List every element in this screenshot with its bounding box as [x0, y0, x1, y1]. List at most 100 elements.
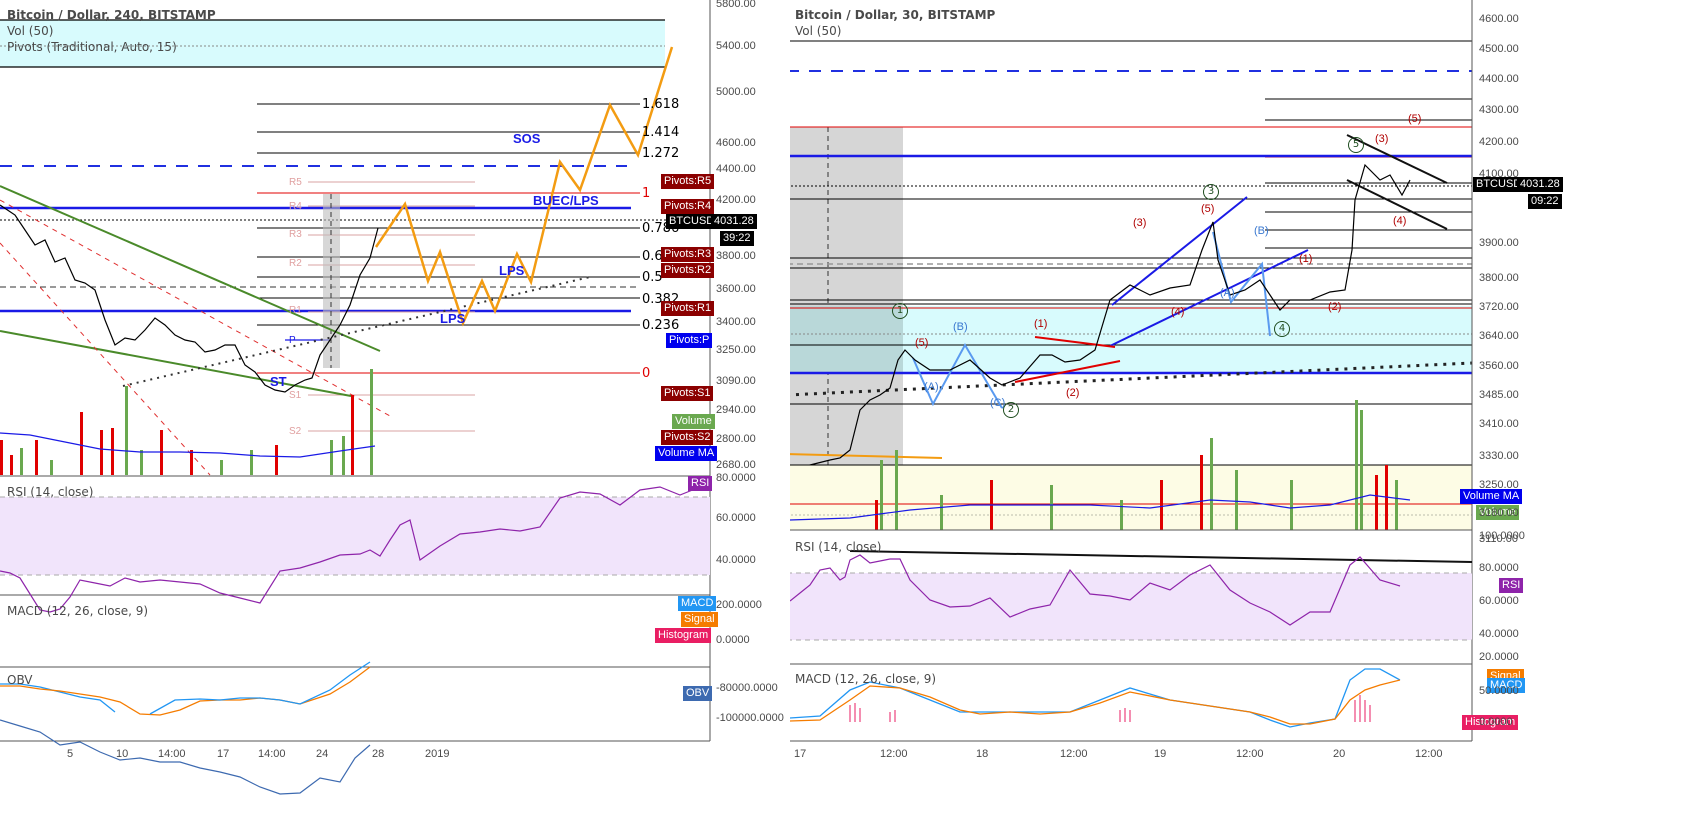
time-axis-label: 24 — [316, 748, 329, 760]
price-axis-label: 3900.00 — [1479, 237, 1519, 249]
pivot-label-r4: R4 — [289, 201, 302, 212]
tag-rsi: RSI — [688, 476, 713, 491]
wave-circle-5: 5 — [1348, 137, 1364, 153]
fib-level-0236: 0.236 — [642, 318, 680, 333]
rsi-axis-label: 80.0000 — [1479, 562, 1519, 574]
price-axis-label: 3720.00 — [1479, 301, 1519, 313]
macd-axis-label: 50.0000 — [1479, 685, 1519, 697]
wave-label-red: (1) — [1299, 253, 1313, 265]
wave-circle-2: 2 — [1003, 402, 1019, 418]
price-axis-label: 3180.00 — [1479, 507, 1519, 519]
price-axis-label: 3110.00 — [1479, 533, 1518, 545]
time-axis-label: 20 — [1333, 748, 1346, 760]
annotation-sos: SOS — [513, 131, 541, 146]
tag-btcusd-symbol: BTCUSD — [1473, 177, 1525, 192]
time-axis-label: 18 — [976, 748, 989, 760]
tag-pivots-r3: Pivots:R3 — [661, 247, 715, 262]
wave-label-blue: (A) — [1220, 287, 1235, 299]
pivot-label-r3: R3 — [289, 229, 302, 240]
wave-label-red: (5) — [1201, 203, 1215, 215]
price-axis-label: 5000.00 — [716, 86, 756, 98]
price-axis-label: 2940.00 — [716, 404, 756, 416]
wave-label-blue: (B) — [953, 321, 968, 333]
tag-signal: Signal — [1487, 669, 1524, 678]
left-macd-label[interactable]: MACD (12, 26, close, 9) — [7, 604, 149, 618]
right-vol-indicator-label[interactable]: Vol (50) — [795, 24, 842, 38]
fib-level-1272: 1.272 — [642, 146, 680, 161]
price-axis-label: 3330.00 — [1479, 450, 1519, 462]
time-axis-label: 17 — [794, 748, 807, 760]
tag-pivots-p: Pivots:P — [666, 333, 713, 348]
price-axis-label: 4400.00 — [1479, 73, 1519, 85]
price-axis-label: 3400.00 — [716, 316, 756, 328]
left-chart-panel[interactable]: Bitcoin / Dollar, 240, BITSTAMP Vol (50)… — [0, 0, 790, 822]
tag-pivots-s2: Pivots:S2 — [661, 430, 714, 445]
fib-level-1618: 1.618 — [642, 97, 680, 112]
wave-label-red: (2) — [1066, 387, 1080, 399]
wave-circle-1: 1 — [892, 303, 908, 319]
rsi-axis-label: 60.0000 — [716, 512, 756, 524]
tag-volume-ma: Volume MA — [655, 446, 718, 461]
macd-axis-label: 0.0000 — [1479, 716, 1513, 728]
rsi-axis-label: 60.0000 — [1479, 595, 1519, 607]
time-axis-label: 12:00 — [1415, 748, 1443, 760]
price-axis-label: 4200.00 — [1479, 136, 1519, 148]
price-axis-label: 3800.00 — [1479, 272, 1519, 284]
tag-volume: Volume — [672, 414, 715, 429]
time-axis-label: 12:00 — [1236, 748, 1264, 760]
time-axis-label: 17 — [217, 748, 230, 760]
time-axis-label: 28 — [372, 748, 385, 760]
fib-level-1414: 1.414 — [642, 125, 680, 140]
wave-circle-4: 4 — [1274, 321, 1290, 337]
annotation-lps-lower: LPS — [440, 311, 466, 326]
wave-label-red: (2) — [1328, 301, 1342, 313]
right-chart-canvas[interactable] — [790, 0, 1689, 822]
tag-btcusd-price: 4031.28 — [711, 214, 757, 229]
right-rsi-label[interactable]: RSI (14, close) — [795, 540, 882, 554]
wave-label-red: (4) — [1393, 215, 1407, 227]
time-axis-label: 14:00 — [158, 748, 186, 760]
price-axis-label: 3640.00 — [1479, 330, 1519, 342]
right-chart-title: Bitcoin / Dollar, 30, BITSTAMP — [795, 8, 996, 22]
right-macd-label[interactable]: MACD (12, 26, close, 9) — [795, 672, 937, 686]
wave-label-red: (4) — [1171, 306, 1185, 318]
price-axis-label: 4600.00 — [716, 137, 756, 149]
price-axis-label: 4200.00 — [716, 194, 756, 206]
obv-axis-label: -80000.0000 — [716, 682, 778, 694]
price-axis-label: 3250.00 — [716, 344, 756, 356]
rsi-axis-label: 40.0000 — [716, 554, 756, 566]
time-axis-label: 2019 — [425, 748, 450, 760]
left-chart-canvas[interactable] — [0, 0, 790, 822]
left-vol-indicator-label[interactable]: Vol (50) — [7, 24, 54, 38]
pivot-label-s1: S1 — [289, 390, 302, 401]
tag-histogram: Histogram — [1462, 715, 1519, 730]
wave-label-red: (5) — [915, 337, 929, 349]
price-axis-label: 3560.00 — [1479, 360, 1519, 372]
pivot-label-r5: R5 — [289, 177, 302, 188]
tag-btcusd-price: 4031.28 — [1517, 177, 1563, 192]
price-axis-label: 3485.00 — [1479, 389, 1519, 401]
left-obv-label[interactable]: OBV — [7, 673, 33, 687]
right-chart-panel[interactable]: Bitcoin / Dollar, 30, BITSTAMP Vol (50) … — [790, 0, 1689, 822]
wave-label-blue: (B) — [1254, 225, 1269, 237]
pivot-label-s2: S2 — [289, 426, 302, 437]
tag-macd: MACD — [1487, 678, 1526, 693]
time-axis-label: 12:00 — [880, 748, 908, 760]
fib-level-1: 1 — [642, 186, 651, 201]
fib-level-05: 0.5 — [642, 270, 663, 285]
annotation-buec-lps: BUEC/LPS — [533, 193, 599, 208]
tag-rsi: RSI — [1499, 578, 1524, 593]
left-pivots-indicator-label[interactable]: Pivots (Traditional, Auto, 15) — [7, 40, 177, 54]
tag-signal: Signal — [681, 612, 718, 627]
price-axis-label: 3250.00 — [1479, 479, 1519, 491]
left-rsi-label[interactable]: RSI (14, close) — [7, 485, 94, 499]
wave-label-red: (3) — [1375, 133, 1389, 145]
wave-label-blue: (C) — [990, 397, 1006, 409]
tag-countdown: 09:22 — [1528, 194, 1562, 209]
wave-label-red: (1) — [1034, 318, 1048, 330]
tag-pivots-r4: Pivots:R4 — [661, 199, 715, 214]
macd-axis-label: 0.0000 — [716, 634, 750, 646]
price-axis-label: 4600.00 — [1479, 13, 1519, 25]
price-axis-label: 3800.00 — [716, 250, 756, 262]
price-axis-label: 4500.00 — [1479, 43, 1519, 55]
